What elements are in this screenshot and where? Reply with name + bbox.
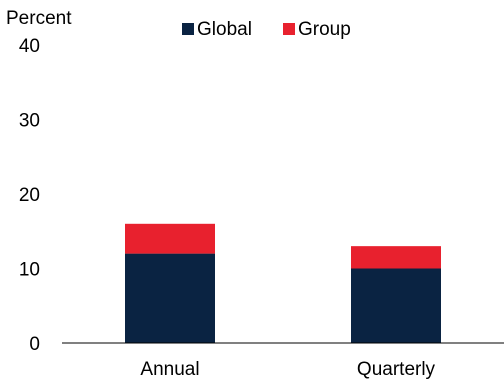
legend-swatch-group [283, 23, 295, 35]
y-tick-label: 40 [19, 36, 40, 57]
x-category-label: Annual [140, 359, 199, 380]
x-category-label: Quarterly [357, 359, 436, 380]
y-unit-label: Percent [6, 8, 72, 29]
y-tick-labels: 0 10 20 30 40 [19, 36, 40, 355]
y-tick-label: 10 [19, 260, 40, 281]
bar-group-quarterly [351, 246, 441, 269]
bar-global-quarterly [351, 268, 441, 343]
y-tick-label: 20 [19, 185, 40, 206]
legend-swatch-global [182, 23, 194, 35]
legend-label-group: Group [298, 19, 351, 40]
x-category-labels: Annual Quarterly [140, 359, 435, 380]
bar-global-annual [125, 253, 215, 343]
legend-label-global: Global [197, 19, 252, 40]
bars [125, 223, 441, 343]
y-tick-label: 0 [29, 334, 40, 355]
legend: Global Group [182, 19, 351, 40]
bar-group-annual [125, 223, 215, 254]
y-tick-label: 30 [19, 111, 40, 132]
